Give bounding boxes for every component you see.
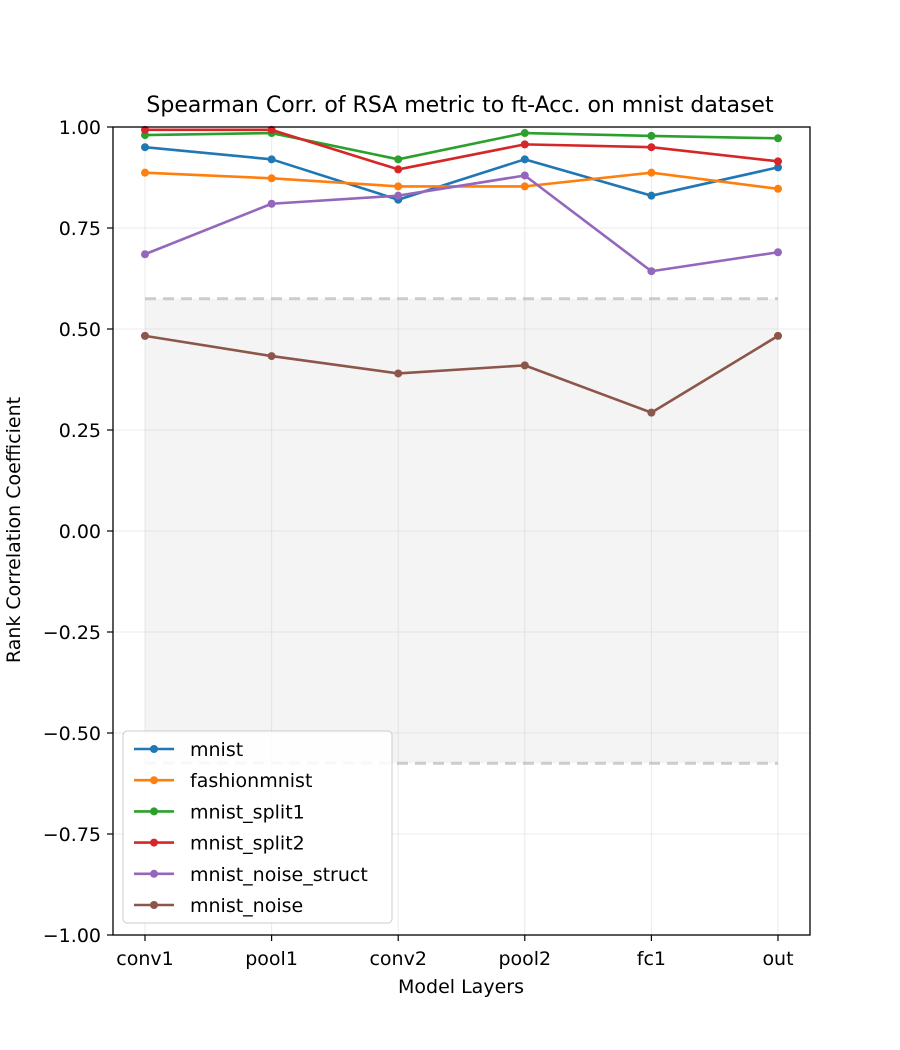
series-mnist_noise (141, 331, 782, 417)
legend-item-mnist: mnist (134, 739, 243, 761)
legend-item-mnist_split2: mnist_split2 (134, 833, 305, 855)
x-tick-label: pool1 (245, 948, 298, 970)
data-point-mnist_split1 (520, 129, 529, 138)
y-tick-label: 0.25 (59, 420, 101, 442)
data-point-mnist_split2 (520, 140, 529, 149)
x-tick-label: conv2 (369, 948, 426, 970)
y-tick-label: 0.75 (59, 218, 101, 240)
x-axis-ticks: conv1 pool1 conv2 pool2 fc1 out (116, 935, 794, 970)
data-point-mnist (520, 155, 529, 164)
legend-label: mnist (190, 739, 243, 761)
data-point-mnist_split1 (394, 155, 403, 164)
y-tick-label: 0.50 (59, 319, 101, 341)
data-point-mnist_noise_struct (267, 199, 276, 208)
series-line-mnist_noise_struct (144, 174, 779, 273)
data-point-mnist_split2 (774, 157, 782, 166)
data-point-fashionmnist (520, 182, 529, 191)
y-tick-label: −0.75 (43, 824, 101, 846)
data-point-mnist_noise_struct (774, 248, 782, 257)
y-tick-label: 0.00 (59, 521, 101, 543)
y-tick-label: −0.50 (43, 723, 101, 745)
legend-label: mnist_split2 (190, 833, 305, 855)
data-point-fashionmnist (394, 182, 403, 191)
series-line-mnist_split2 (145, 128, 779, 171)
legend-label: mnist_noise_struct (190, 864, 368, 886)
y-axis-ticks: 1.00 0.75 0.50 0.25 0.00 −0.25 −0.50 −0.75 −1.00 (43, 117, 113, 947)
series-line-mnist_split1 (144, 131, 779, 161)
x-axis-label: Model Layers (398, 976, 524, 998)
y-tick-label: −1.00 (43, 925, 101, 947)
chart-title: Spearman Corr. of RSA metric to ft-Acc. … (146, 93, 774, 118)
legend-swatch-marker (150, 807, 158, 816)
data-point-mnist_split2 (141, 125, 149, 134)
data-point-mnist_noise_struct (520, 171, 529, 180)
legend-label: fashionmnist (190, 770, 312, 792)
data-point-mnist_noise (774, 331, 782, 340)
y-tick-label: −0.25 (43, 622, 101, 644)
data-point-mnist_noise (394, 369, 403, 378)
data-point-mnist_split2 (647, 143, 656, 152)
data-point-fashionmnist (774, 184, 782, 193)
data-point-mnist (774, 163, 782, 172)
data-point-mnist (267, 155, 276, 164)
y-axis-label: Rank Correlation Coefficient (3, 397, 25, 663)
x-tick-label: conv1 (116, 948, 173, 970)
data-point-mnist_noise (141, 331, 149, 340)
legend-item-mnist_noise: mnist_noise (134, 895, 303, 917)
data-point-mnist_noise (267, 352, 276, 361)
data-point-mnist (647, 191, 656, 200)
x-tick-label: out (762, 948, 793, 970)
legend-swatch-marker (150, 901, 158, 909)
legend-label: mnist_noise (190, 895, 303, 917)
legend-swatch-marker (150, 776, 158, 785)
series-layer (141, 125, 782, 417)
data-point-mnist_noise_struct (394, 191, 403, 200)
y-tick-label: 1.00 (59, 117, 101, 139)
x-tick-label: fc1 (637, 948, 666, 970)
data-point-mnist_noise_struct (647, 267, 656, 276)
data-point-mnist_noise (647, 408, 656, 417)
legend-item-mnist_noise_struct: mnist_noise_struct (134, 864, 368, 886)
data-point-fashionmnist (267, 174, 276, 183)
data-point-mnist_noise (520, 361, 529, 370)
legend-box (122, 730, 393, 924)
series-line-mnist (144, 145, 779, 202)
data-point-mnist (141, 143, 149, 152)
data-point-mnist_split1 (647, 131, 656, 140)
legend-label: mnist_split1 (190, 801, 305, 823)
legend: mnist fashionmnist mnist_split1 mnist_split… (122, 730, 393, 924)
series-line-mnist_noise (144, 334, 779, 414)
shaded-band-layer (145, 297, 778, 765)
legend-swatch-marker (150, 869, 158, 878)
series-mnist_split2 (141, 125, 782, 174)
legend-item-fashionmnist: fashionmnist (134, 770, 312, 792)
data-point-mnist_split2 (394, 165, 403, 174)
shaded-band (145, 298, 778, 764)
legend-swatch-marker (150, 838, 158, 847)
data-point-mnist_noise_struct (141, 250, 149, 259)
series-mnist_noise_struct (141, 171, 782, 276)
data-point-mnist_split2 (267, 125, 276, 134)
legend-item-mnist_split1: mnist_split1 (134, 801, 305, 823)
data-point-fashionmnist (141, 168, 149, 177)
data-point-fashionmnist (647, 168, 656, 177)
data-point-mnist_split1 (774, 134, 782, 143)
legend-swatch-marker (150, 745, 158, 753)
x-tick-label: pool2 (498, 948, 551, 970)
